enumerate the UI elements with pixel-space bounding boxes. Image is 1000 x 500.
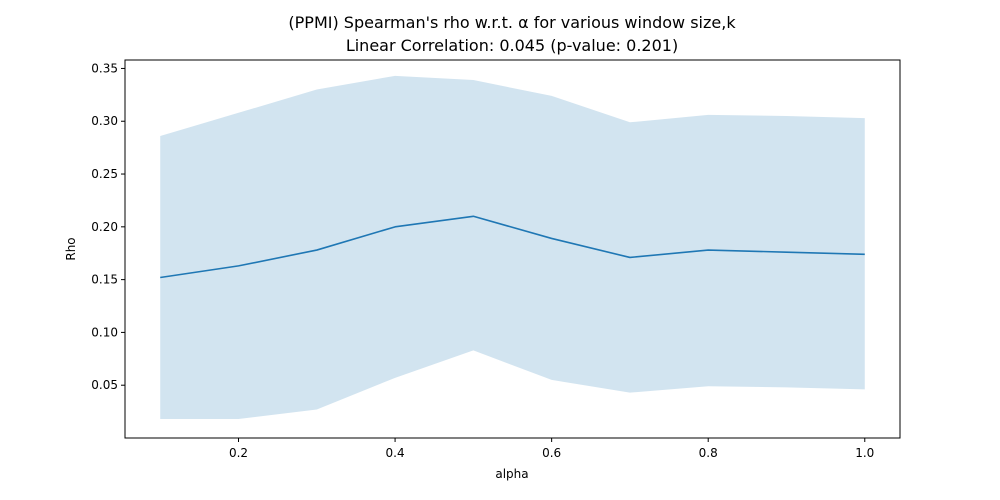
x-tick-label: 0.2 [229, 446, 248, 460]
plot-area-frame [124, 59, 901, 439]
y-tick-label: 0.10 [91, 325, 118, 339]
y-axis-label: Rho [64, 237, 78, 260]
x-axis-label: alpha [495, 467, 528, 481]
y-axis: 0.05 0.10 0.15 0.20 0.25 0.30 0.35 [91, 61, 125, 392]
x-axis: 0.2 0.4 0.6 0.8 1.0 [229, 438, 874, 460]
x-tick-label: 0.8 [699, 446, 718, 460]
y-tick-label: 0.20 [91, 220, 118, 234]
x-tick-label: 1.0 [855, 446, 874, 460]
confidence-band [160, 75, 865, 419]
series-line-layer [160, 215, 865, 279]
series-line [160, 215, 865, 279]
confidence-band-layer [160, 75, 865, 419]
y-tick-label: 0.25 [91, 167, 118, 181]
chart-subtitle: Linear Correlation: 0.045 (p-value: 0.20… [346, 36, 678, 55]
y-tick-label: 0.15 [91, 273, 118, 287]
x-tick-label: 0.4 [386, 446, 405, 460]
x-tick-label: 0.6 [542, 446, 561, 460]
y-tick-label: 0.05 [91, 378, 118, 392]
y-tick-label: 0.30 [91, 114, 118, 128]
y-tick-label: 0.35 [91, 61, 118, 75]
chart-title: (PPMI) Spearman's rho w.r.t. α for vario… [288, 13, 736, 32]
